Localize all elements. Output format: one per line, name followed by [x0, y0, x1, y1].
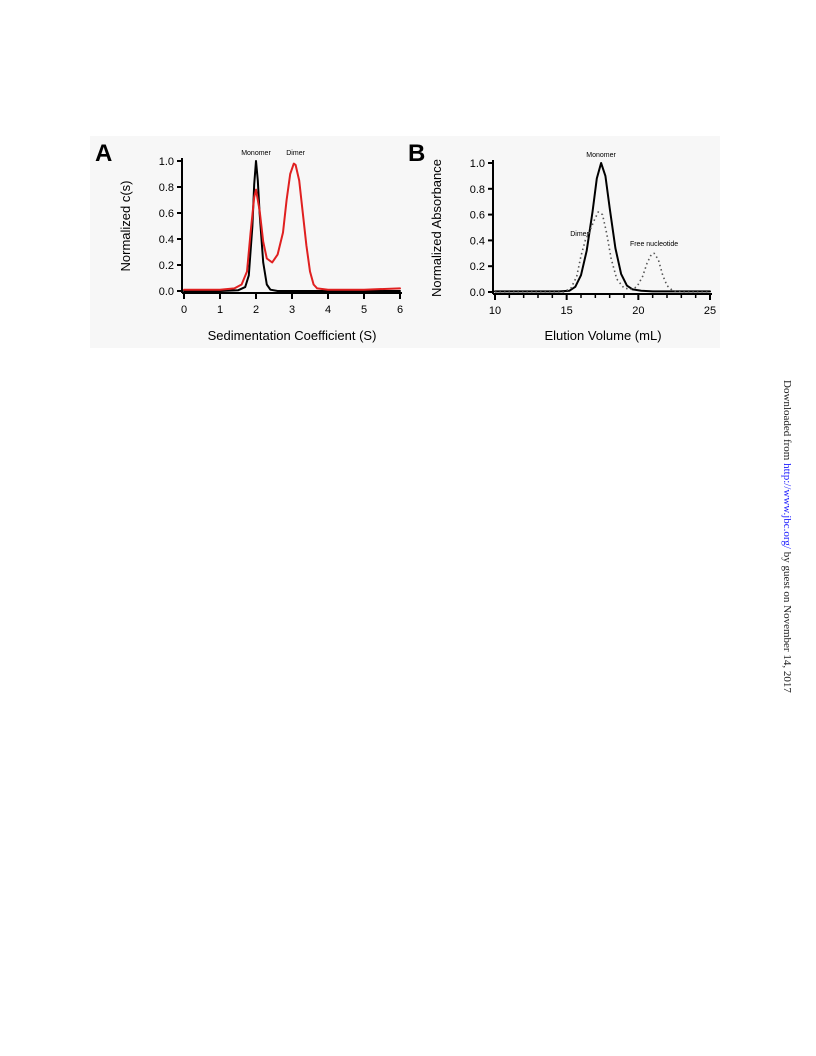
- annotation-label: Monomer: [241, 150, 271, 157]
- x-tick-label: 1: [217, 304, 223, 316]
- chart-a-ylabel: Normalized c(s): [118, 180, 133, 271]
- y-tick-label: 0.4: [159, 234, 174, 246]
- x-tick-label: 5: [361, 304, 367, 316]
- y-tick-label: 1.0: [159, 156, 174, 168]
- y-tick-label: 0.8: [470, 184, 485, 196]
- y-tick-label: 0.6: [159, 208, 174, 220]
- download-note-link[interactable]: http://www.jbc.org/: [781, 463, 793, 549]
- x-tick-label: 15: [561, 305, 573, 317]
- series-line-1: [494, 162, 711, 293]
- y-tick-label: 0.0: [470, 287, 485, 299]
- chart-b-xlabel: Elution Volume (mL): [544, 328, 661, 343]
- y-tick-label: 0.0: [159, 286, 174, 298]
- series-line-1: [183, 160, 401, 292]
- figure-panel: A B Normalized c(s) Sedimentation Coeffi…: [90, 136, 720, 348]
- panel-a-letter: A: [95, 140, 112, 167]
- x-tick-label: 4: [325, 304, 331, 316]
- annotation-label: Monomer: [586, 152, 616, 159]
- annotation-label: Dimer: [286, 150, 305, 157]
- y-tick-label: 0.2: [159, 260, 174, 272]
- figure-svg: A B Normalized c(s) Sedimentation Coeffi…: [95, 140, 716, 343]
- x-tick-label: 20: [632, 305, 644, 317]
- y-tick-label: 0.6: [470, 210, 485, 222]
- chart-a: Normalized c(s) Sedimentation Coefficien…: [118, 150, 403, 343]
- x-tick-label: 10: [489, 305, 501, 317]
- x-tick-label: 25: [704, 305, 716, 317]
- y-tick-label: 0.4: [470, 235, 485, 247]
- x-tick-label: 3: [289, 304, 295, 316]
- download-note-prefix: Downloaded from: [781, 380, 793, 464]
- x-tick-label: 2: [253, 304, 259, 316]
- series-line-2: [495, 211, 710, 293]
- chart-b: Normalized Absorbance Elution Volume (mL…: [429, 152, 716, 343]
- chart-a-xlabel: Sedimentation Coefficient (S): [208, 328, 377, 343]
- y-tick-label: 1.0: [470, 158, 485, 170]
- annotation-label: Free nucleotide: [630, 241, 678, 248]
- x-tick-label: 6: [397, 304, 403, 316]
- y-tick-label: 0.8: [159, 182, 174, 194]
- chart-b-ylabel: Normalized Absorbance: [429, 159, 444, 297]
- y-tick-label: 0.2: [470, 261, 485, 273]
- download-note-suffix: by guest on November 14, 2017: [781, 548, 793, 693]
- series-line-2: [183, 162, 401, 291]
- annotation-label: Dimer: [570, 231, 589, 238]
- panel-b-letter: B: [408, 140, 425, 167]
- x-tick-label: 0: [181, 304, 187, 316]
